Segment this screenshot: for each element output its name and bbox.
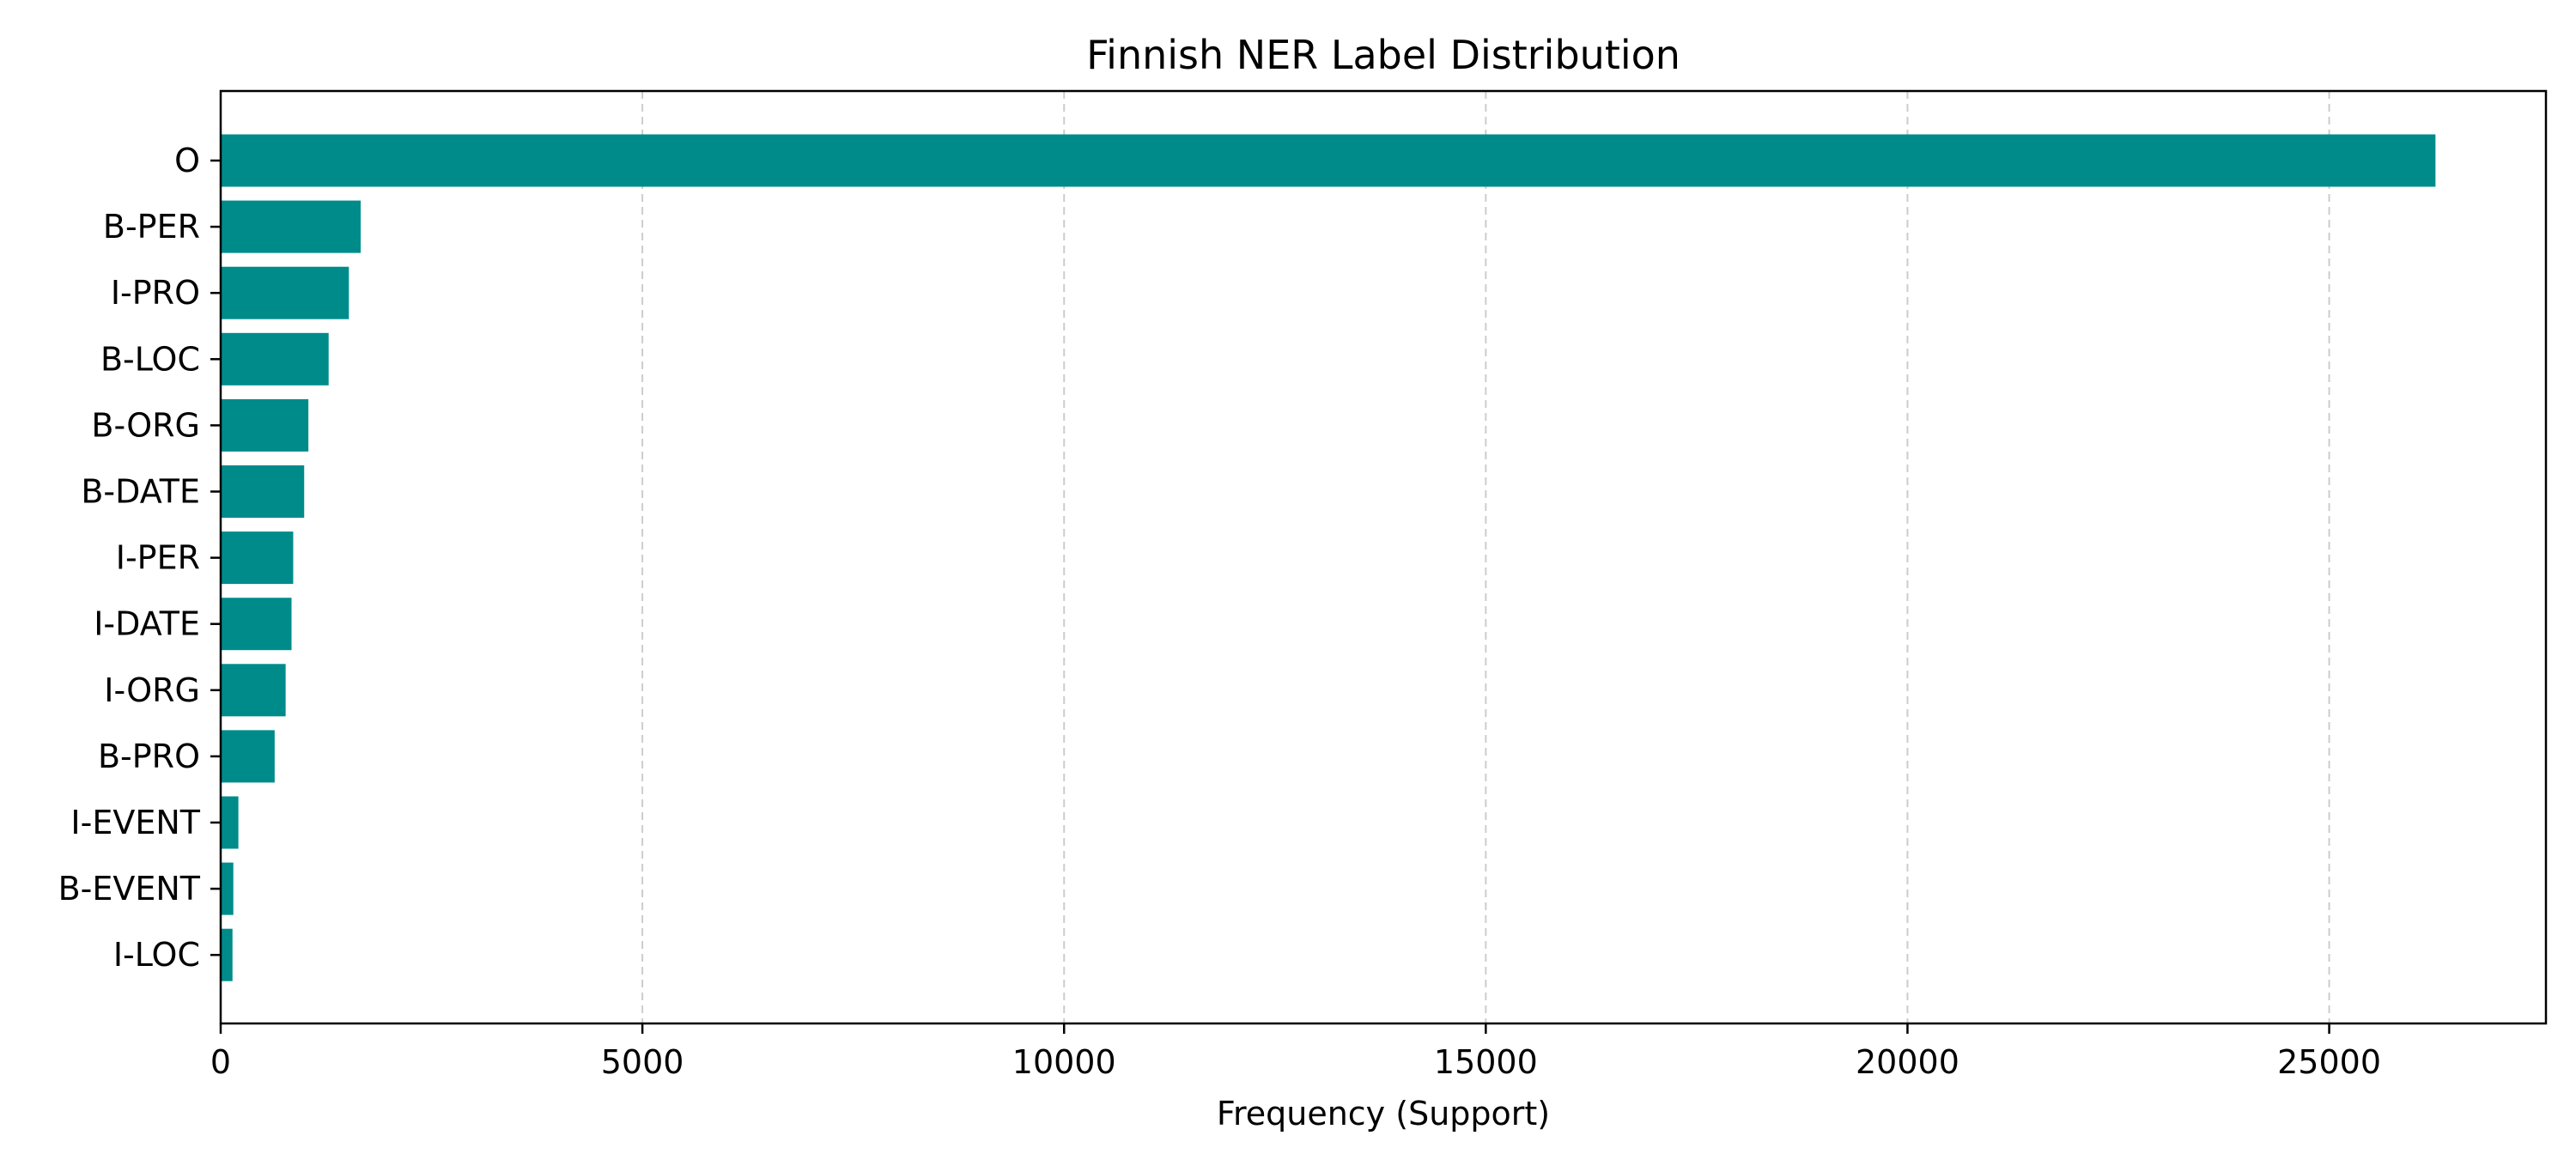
bar — [221, 266, 349, 319]
bars — [221, 134, 2436, 981]
bar — [221, 465, 305, 518]
x-tick-label: 0 — [210, 1043, 231, 1081]
y-tick-label: I-EVENT — [70, 804, 200, 841]
bar — [221, 598, 292, 651]
y-tick-label: I-PER — [116, 539, 200, 577]
bar — [221, 200, 361, 253]
x-tick-label: 25000 — [2277, 1043, 2381, 1081]
bar — [221, 531, 294, 585]
y-tick-label: B-ORG — [91, 406, 200, 444]
bar — [221, 796, 239, 849]
y-tick-label: I-LOC — [113, 936, 200, 974]
y-tick-label: B-LOC — [100, 340, 200, 378]
bar — [221, 928, 233, 981]
x-tick-label: 15000 — [1434, 1043, 1538, 1081]
bar — [221, 332, 329, 386]
x-axis-label: Frequency (Support) — [1217, 1095, 1550, 1133]
y-axis-ticks: O B-PER I-PRO B-LOC B-ORG B-DATE I-PER I-DATE I-… — [58, 142, 221, 974]
y-tick-label: B-DATE — [81, 473, 200, 511]
x-tick-label: 20000 — [1856, 1043, 1959, 1081]
y-tick-label: B-PRO — [98, 738, 200, 775]
x-tick-label: 5000 — [601, 1043, 684, 1081]
bar — [221, 730, 275, 783]
grid-lines — [641, 91, 2330, 1023]
y-tick-label: I-ORG — [104, 671, 200, 709]
y-tick-label: I-PRO — [111, 274, 200, 312]
y-tick-label: B-PER — [103, 208, 200, 246]
x-tick-label: 10000 — [1012, 1043, 1116, 1081]
bar — [221, 862, 234, 915]
x-axis-ticks: 0 5000 10000 15000 20000 25000 — [210, 1023, 2381, 1081]
y-tick-label: I-DATE — [94, 605, 200, 643]
chart-title: Finnish NER Label Distribution — [1086, 32, 1680, 78]
bar — [221, 398, 309, 452]
bar — [221, 664, 286, 717]
bar — [221, 134, 2436, 187]
y-tick-label: B-EVENT — [58, 870, 201, 908]
y-tick-label: O — [174, 142, 200, 179]
